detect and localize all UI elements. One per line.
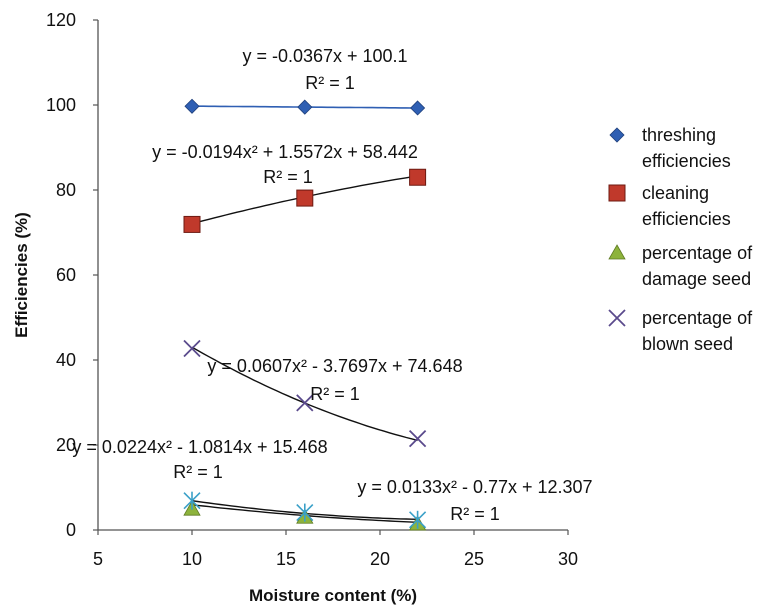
legend-marker bbox=[609, 127, 625, 143]
legend-label: blown seed bbox=[642, 334, 733, 354]
data-point-series-0 bbox=[297, 99, 313, 115]
x-tick-label: 15 bbox=[276, 549, 296, 569]
legend-marker bbox=[608, 309, 626, 327]
trendline-equation: y = 0.0133x² - 0.77x + 12.307 bbox=[357, 477, 592, 497]
legend-label: percentage of bbox=[642, 308, 753, 328]
y-tick-label: 80 bbox=[56, 180, 76, 200]
legend-entry: threshing efficiencies bbox=[609, 125, 731, 171]
trendline-r2: R² = 1 bbox=[310, 384, 360, 404]
data-point-series-1 bbox=[409, 168, 427, 186]
trendline-r2: R² = 1 bbox=[305, 73, 355, 93]
trendline-equation: y = 0.0224x² - 1.0814x + 15.468 bbox=[72, 437, 327, 457]
legend-label: efficiencies bbox=[642, 151, 731, 171]
data-point-series-4 bbox=[183, 491, 201, 510]
x-tick-label: 20 bbox=[370, 549, 390, 569]
legend-label: percentage of bbox=[642, 243, 753, 263]
x-tick-label: 25 bbox=[464, 549, 484, 569]
data-point-series-1 bbox=[183, 215, 201, 233]
legend-label: efficiencies bbox=[642, 209, 731, 229]
x-tick-label: 5 bbox=[93, 549, 103, 569]
data-point-series-3 bbox=[296, 394, 314, 412]
legend-label: damage seed bbox=[642, 269, 751, 289]
legend-entry: percentage of blown seed bbox=[608, 308, 753, 354]
trendline-r2: R² = 1 bbox=[450, 504, 500, 524]
data-point-series-3 bbox=[183, 339, 201, 358]
legend-entry: percentage of damage seed bbox=[608, 243, 753, 289]
x-tick-label: 30 bbox=[558, 549, 578, 569]
legend-label: cleaning bbox=[642, 183, 709, 203]
data-point-series-3 bbox=[408, 429, 427, 448]
x-tick-label: 10 bbox=[182, 549, 202, 569]
trendline-r2: R² = 1 bbox=[263, 167, 313, 187]
y-axis-title: Efficiencies (%) bbox=[12, 212, 31, 338]
trendline-r2: R² = 1 bbox=[173, 462, 223, 482]
data-point-series-0 bbox=[184, 98, 200, 114]
y-tick-label: 60 bbox=[56, 265, 76, 285]
data-point-series-4 bbox=[296, 503, 314, 522]
x-axis-title: Moisture content (%) bbox=[249, 586, 417, 605]
data-point-series-0 bbox=[410, 100, 426, 116]
y-tick-label: 120 bbox=[46, 10, 76, 30]
y-tick-label: 100 bbox=[46, 95, 76, 115]
y-tick-label: 20 bbox=[56, 435, 76, 455]
trendline-equation: y = -0.0194x² + 1.5572x + 58.442 bbox=[152, 142, 418, 162]
data-point-series-1 bbox=[296, 189, 314, 207]
y-tick-label: 0 bbox=[66, 520, 76, 540]
y-tick-label: 40 bbox=[56, 350, 76, 370]
trendline-equation: y = -0.0367x + 100.1 bbox=[242, 46, 407, 66]
data-point-series-4 bbox=[409, 510, 427, 529]
trendline-equation: y = 0.0607x² - 3.7697x + 74.648 bbox=[207, 356, 462, 376]
legend-marker bbox=[608, 244, 626, 260]
legend-label: threshing bbox=[642, 125, 716, 145]
legend-entry: cleaning efficiencies bbox=[608, 183, 731, 229]
legend-marker bbox=[608, 184, 626, 202]
